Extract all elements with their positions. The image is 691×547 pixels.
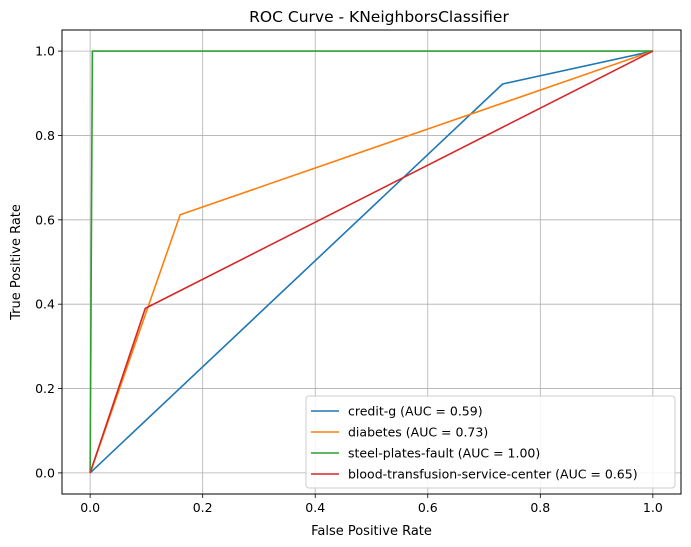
series-line-1 [89, 50, 654, 474]
series-line-0 [89, 50, 654, 474]
y-tick-label: 0.8 [35, 128, 55, 143]
y-tick-label: 0.0 [35, 465, 55, 480]
legend-item: credit-g (AUC = 0.59) [311, 404, 483, 419]
series-lines [89, 50, 654, 474]
x-axis-label: False Positive Rate [311, 524, 432, 539]
x-tick-label: 0.2 [193, 500, 213, 515]
legend: credit-g (AUC = 0.59) diabetes (AUC = 0.7… [305, 395, 676, 489]
y-tick-label: 0.4 [35, 297, 55, 312]
legend-item: diabetes (AUC = 0.73) [311, 425, 488, 440]
legend-label: steel-plates-fault (AUC = 1.00) [348, 446, 540, 461]
y-tick-label: 1.0 [35, 44, 55, 59]
x-tick-label: 0.6 [418, 500, 438, 515]
x-tick-label: 0.0 [80, 500, 100, 515]
legend-box [305, 395, 676, 489]
legend-item: blood-transfusion-service-center (AUC = … [311, 467, 638, 482]
x-tick-label: 0.4 [305, 500, 325, 515]
legend-label: diabetes (AUC = 0.73) [348, 425, 488, 440]
legend-label: blood-transfusion-service-center (AUC = … [348, 467, 638, 482]
y-tick-label: 0.6 [35, 212, 55, 227]
chart-title: ROC Curve - KNeighborsClassifier [249, 8, 509, 26]
x-tick-label: 0.8 [530, 500, 550, 515]
plot-frame [61, 29, 682, 495]
x-tick-label: 1.0 [643, 500, 663, 515]
legend-item: steel-plates-fault (AUC = 1.00) [311, 446, 540, 461]
y-tick-label: 0.2 [35, 381, 55, 396]
y-axis-label: True Positive Rate [9, 204, 24, 321]
axis-ticks: 0.0 0.2 0.4 0.6 0.8 1.0 0.0 0.2 0.4 0.6 0.8 1.0 [35, 44, 663, 515]
series-line-3 [89, 50, 654, 474]
legend-label: credit-g (AUC = 0.59) [348, 404, 483, 419]
series-line-2 [89, 50, 653, 473]
